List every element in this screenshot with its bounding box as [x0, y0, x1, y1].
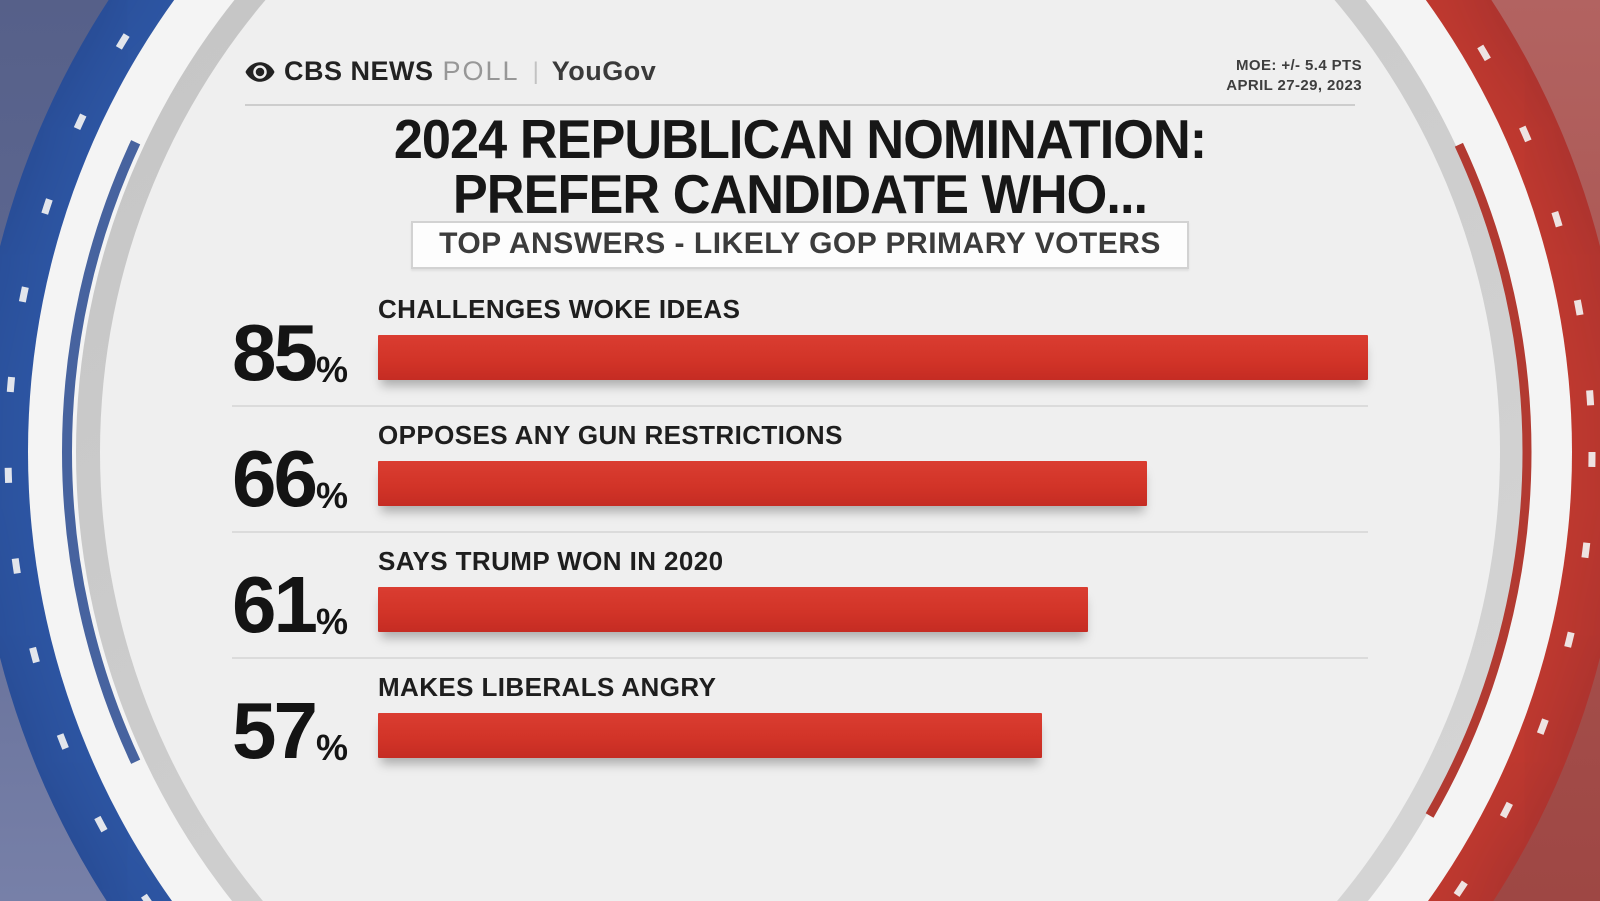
poll-dates: APRIL 27-29, 2023: [1226, 76, 1362, 94]
percent-number: 66: [232, 434, 318, 524]
percent-sign: %: [315, 727, 348, 768]
poll-row: 66 % OPPOSES ANY GUN RESTRICTIONS: [232, 407, 1368, 533]
percent-value: 85 %: [232, 294, 378, 398]
answer-label: CHALLENGES WOKE IDEAS: [378, 294, 741, 324]
moe-line: MOE: +/- 5.4 PTS: [1235, 57, 1362, 74]
page-title: 2024 REPUBLICAN NOMINATION: PREFER CANDI…: [40, 112, 1560, 222]
percent-number: 61: [232, 560, 318, 650]
result-bar: [378, 587, 1089, 632]
percent-sign: %: [315, 601, 348, 642]
brand-divider: |: [532, 57, 539, 85]
poll-row: 61 % SAYS TRUMP WON IN 2020: [232, 533, 1368, 659]
title-line-2: PREFER CANDIDATE WHO...: [452, 163, 1148, 225]
percent-sign: %: [315, 349, 348, 390]
percent-value: 57 %: [232, 672, 378, 776]
margin-of-error: MOE: +/- 5.4 PTS APRIL 27-29, 2023: [1226, 56, 1362, 95]
poll-results-list: 85 % CHALLENGES WOKE IDEAS 66 % OPPOSES …: [232, 281, 1368, 785]
poll-row: 57 % MAKES LIBERALS ANGRY: [232, 659, 1368, 785]
result-bar: [378, 461, 1147, 506]
row-content: CHALLENGES WOKE IDEAS: [378, 292, 1368, 405]
percent-value: 61 %: [232, 546, 378, 650]
header: CBS NEWS POLL | YouGov MOE: +/- 5.4 PTS …: [245, 56, 1362, 95]
brand-poll: POLL: [442, 56, 520, 86]
title-line-1: 2024 REPUBLICAN NOMINATION:: [393, 108, 1207, 170]
header-divider-line: [245, 104, 1355, 106]
answer-label: SAYS TRUMP WON IN 2020: [378, 546, 724, 576]
percent-sign: %: [315, 475, 348, 516]
subtitle-badge: TOP ANSWERS - LIKELY GOP PRIMARY VOTERS: [411, 221, 1189, 269]
row-content: MAKES LIBERALS ANGRY: [378, 670, 1368, 785]
poll-row: 85 % CHALLENGES WOKE IDEAS: [232, 281, 1368, 407]
percent-number: 85: [232, 308, 318, 398]
result-bar: [378, 335, 1368, 380]
answer-label: MAKES LIBERALS ANGRY: [378, 672, 717, 702]
percent-number: 57: [232, 686, 318, 776]
brand-yougov: YouGov: [551, 56, 657, 86]
row-content: SAYS TRUMP WON IN 2020: [378, 544, 1368, 657]
result-bar: [378, 713, 1042, 758]
cbs-eye-icon: [245, 61, 275, 82]
percent-value: 66 %: [232, 420, 378, 524]
brand-lockup: CBS NEWS POLL | YouGov: [245, 56, 656, 87]
subtitle-wrap: TOP ANSWERS - LIKELY GOP PRIMARY VOTERS: [0, 221, 1600, 269]
brand-cbs-news: CBS NEWS: [284, 56, 434, 86]
row-content: OPPOSES ANY GUN RESTRICTIONS: [378, 418, 1368, 531]
answer-label: OPPOSES ANY GUN RESTRICTIONS: [378, 420, 843, 450]
